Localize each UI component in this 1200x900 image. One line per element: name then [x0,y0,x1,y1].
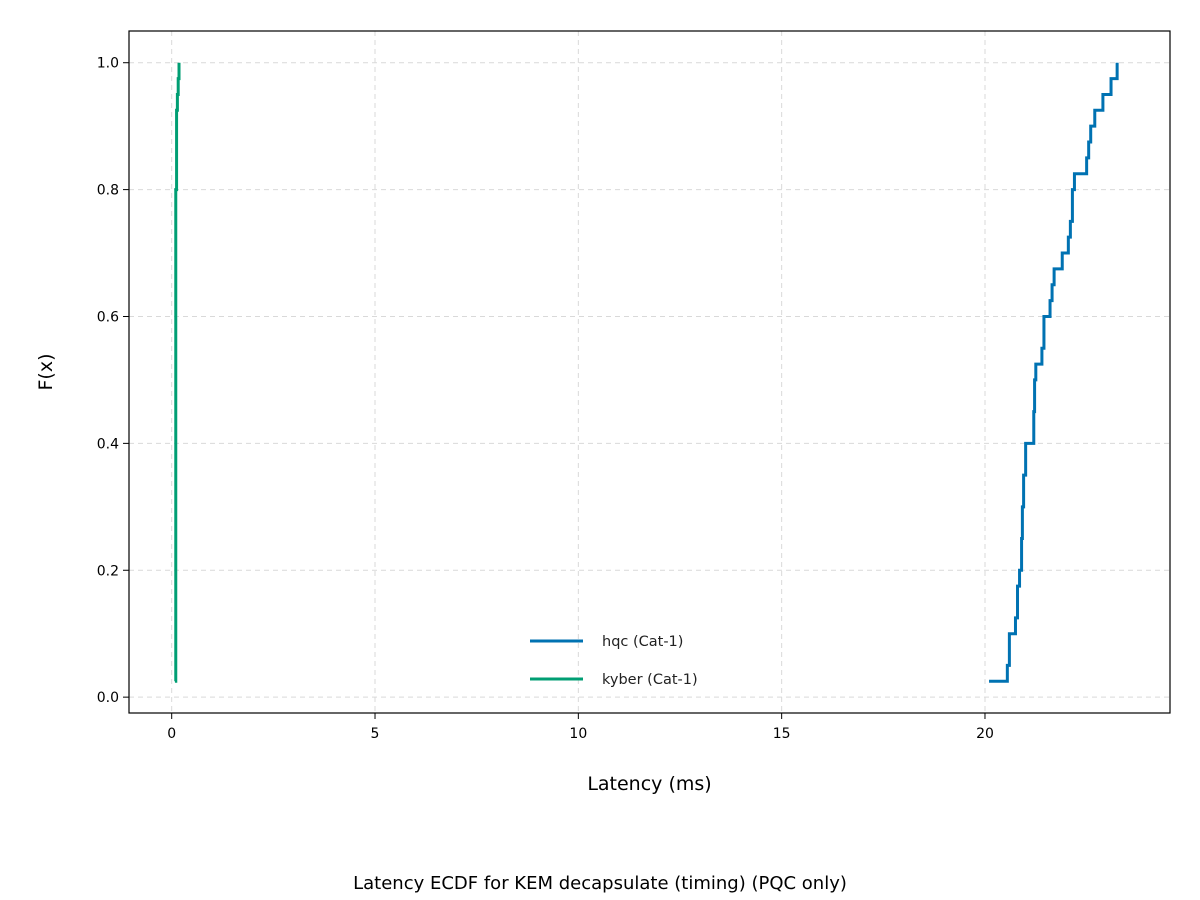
y-tick-label: 0.0 [97,690,119,706]
legend: hqc (Cat-1) kyber (Cat-1) [530,634,698,688]
grid-lines [129,31,1170,713]
y-tick-label: 0.8 [97,183,119,199]
plot-frame [128,30,1171,714]
series-lines [174,62,1119,683]
axis-ticks: 0 5 10 15 20 0.0 0.2 0.4 0.6 0.8 1.0 [97,56,994,742]
legend-label-kyber: kyber (Cat-1) [602,672,698,688]
x-tick-label: 15 [773,726,791,742]
series-line-hqc [989,62,1119,683]
series-line-kyber [174,62,181,683]
y-axis-label: F(x) [35,354,57,391]
x-tick-label: 5 [371,726,380,742]
x-tick-label: 20 [976,726,994,742]
y-tick-label: 0.2 [97,563,119,579]
x-tick-label: 10 [569,726,587,742]
y-tick-label: 1.0 [97,56,119,72]
y-tick-label: 0.6 [97,309,119,325]
legend-label-hqc: hqc (Cat-1) [602,634,683,650]
x-tick-label: 0 [167,726,176,742]
chart-caption: Latency ECDF for KEM decapsulate (timing… [353,873,847,894]
y-tick-label: 0.4 [97,436,119,452]
x-axis-label: Latency (ms) [587,773,711,795]
